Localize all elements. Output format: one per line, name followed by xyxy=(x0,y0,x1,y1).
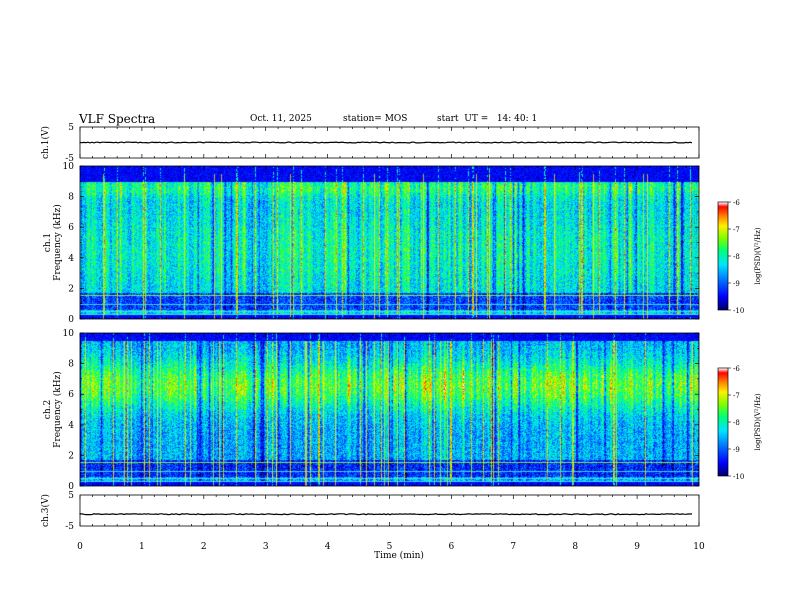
y-tick-label: 6 xyxy=(68,390,74,400)
y-tick-label: 5 xyxy=(68,123,74,133)
y-axis-label-channel: ch.1 xyxy=(43,233,53,252)
x-axis-label: Time (min) xyxy=(374,550,424,561)
chart-title: VLF Spectra xyxy=(79,112,156,126)
y-tick-label: -5 xyxy=(65,154,74,164)
x-tick-label: 1 xyxy=(139,542,145,552)
colorbar-tick-label: -10 xyxy=(733,473,744,481)
colorbar-tick-label: -6 xyxy=(733,199,740,207)
station-label: station= MOS xyxy=(343,114,408,124)
colorbar-frame xyxy=(717,367,729,477)
y-tick-label: 4 xyxy=(68,421,74,431)
y-tick-label: 0 xyxy=(68,315,74,325)
y-tick-label: 10 xyxy=(63,329,75,339)
colorbar-tick-label: -7 xyxy=(733,392,740,400)
x-tick-label: 2 xyxy=(201,542,207,552)
ch1-colorbar-image xyxy=(718,202,728,310)
y-tick-label: 0 xyxy=(68,482,74,492)
colorbar-tick-label: -10 xyxy=(733,307,744,315)
ch2-colorbar-image xyxy=(718,368,728,476)
ch2-spectrogram-image xyxy=(80,333,699,486)
y-axis-label-frequency: Frequency (kHz) xyxy=(52,371,63,448)
y-tick-label: 2 xyxy=(68,451,74,461)
colorbar-tick-label: -6 xyxy=(733,365,740,373)
x-tick-label: 4 xyxy=(325,542,331,552)
y-axis-label: ch.3(V) xyxy=(40,494,51,527)
y-tick-label: 4 xyxy=(68,254,74,264)
y-axis-label-frequency: Frequency (kHz) xyxy=(52,204,63,281)
y-tick-label: -5 xyxy=(65,522,74,532)
panel-frame-4 xyxy=(79,494,700,527)
y-axis-label: ch.1(V) xyxy=(40,126,51,159)
colorbar-tick-label: -9 xyxy=(733,280,740,288)
y-tick-label: 8 xyxy=(68,360,74,370)
y-axis-label-channel: ch.2 xyxy=(43,400,53,419)
y-tick-label: 6 xyxy=(68,223,74,233)
colorbar-label: log(PSD)(V²/Hz) xyxy=(754,227,762,284)
y-tick-label: 2 xyxy=(68,284,74,294)
colorbar-tick-label: -7 xyxy=(733,226,740,234)
panel-frame-2 xyxy=(79,165,700,320)
x-tick-label: 3 xyxy=(263,542,269,552)
x-tick-label: 5 xyxy=(387,542,393,552)
colorbar-tick-label: -9 xyxy=(733,446,740,454)
x-tick-label: 6 xyxy=(449,542,455,552)
ch1-spectrogram-image xyxy=(80,166,699,319)
x-tick-label: 0 xyxy=(77,542,83,552)
x-tick-label: 9 xyxy=(634,542,640,552)
colorbar-tick-label: -8 xyxy=(733,253,740,261)
y-tick-label: 5 xyxy=(68,491,74,501)
x-tick-label: 10 xyxy=(693,542,705,552)
start-time-label: start UT = 14: 40: 1 xyxy=(437,114,538,124)
date-label: Oct. 11, 2025 xyxy=(250,114,312,124)
panel-frame-3 xyxy=(79,332,700,487)
colorbar-label: log(PSD)(V²/Hz) xyxy=(754,393,762,450)
y-tick-label: 10 xyxy=(63,162,75,172)
x-tick-label: 7 xyxy=(510,542,516,552)
waveform-trace xyxy=(79,513,693,516)
x-tick-label: 8 xyxy=(572,542,578,552)
y-tick-label: 8 xyxy=(68,193,74,203)
colorbar-frame xyxy=(717,201,729,311)
colorbar-tick-label: -8 xyxy=(733,419,740,427)
waveform-trace xyxy=(79,141,693,144)
